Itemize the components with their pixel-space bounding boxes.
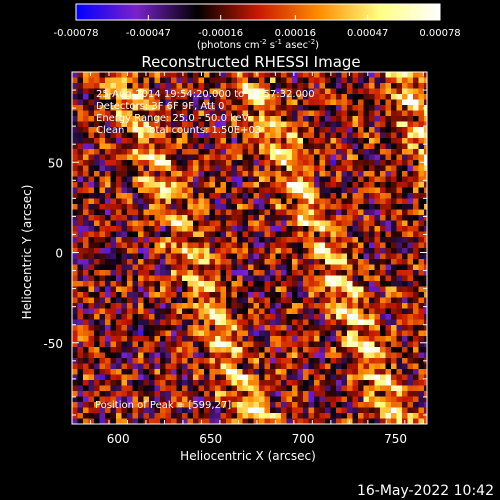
x-tick-label: 750 — [384, 432, 407, 446]
annotation-total-counts: Total counts: 1.50E+03 — [144, 125, 261, 136]
colorbar-tick-label: -0.00078 — [54, 28, 99, 39]
colorbar-unit-label: (photons cm-2 s-1 asec-2) — [197, 38, 319, 51]
annotation-peak-position: Position of Peak = [599,27] — [95, 400, 231, 411]
y-axis-label: Heliocentric Y (arcsec) — [20, 185, 34, 320]
colorbar-ticks — [75, 15, 441, 20]
colorbar — [75, 3, 441, 21]
x-tick-label: 600 — [107, 432, 130, 446]
x-tick-label: 650 — [199, 432, 222, 446]
colorbar-tick-label: -0.00047 — [126, 28, 171, 39]
annotation-clean: Clean — [96, 125, 124, 136]
annotation-detectors: Detectors: 3F 6F 9F, Att 0 — [96, 101, 224, 112]
heatmap-image — [72, 72, 427, 424]
y-tick-label: -50 — [43, 337, 63, 351]
plot-frame — [71, 71, 428, 425]
colorbar-tick-label: -0.00016 — [198, 28, 243, 39]
footer-date: 16-May-2022 10:42 — [357, 483, 494, 499]
chart-title: Reconstructed RHESSI Image — [141, 53, 360, 71]
axis-ticks — [71, 71, 427, 424]
colorbar-tick-label: 0.00078 — [419, 28, 460, 39]
annotation-time-range: 25-Aug-2014 19:54:20.000 to 19:57:32.000 — [96, 89, 315, 100]
annotation-energy-range: Energy Range: 25.0 - 50.0 keV — [96, 113, 249, 124]
x-tick-labels: 600 650 700 750 — [107, 432, 407, 446]
y-tick-labels: 50 0 -50 — [43, 156, 63, 351]
colorbar-tick-label: 0.00047 — [347, 28, 388, 39]
x-axis-label: Heliocentric X (arcsec) — [180, 449, 316, 463]
x-tick-label: 700 — [292, 432, 315, 446]
colorbar-tick-labels: -0.00078 -0.00047 -0.00016 0.00016 0.00047 0.… — [54, 28, 461, 39]
colorbar-tick-label: 0.00016 — [275, 28, 316, 39]
y-tick-label: 0 — [55, 247, 63, 261]
y-tick-label: 50 — [48, 156, 63, 170]
